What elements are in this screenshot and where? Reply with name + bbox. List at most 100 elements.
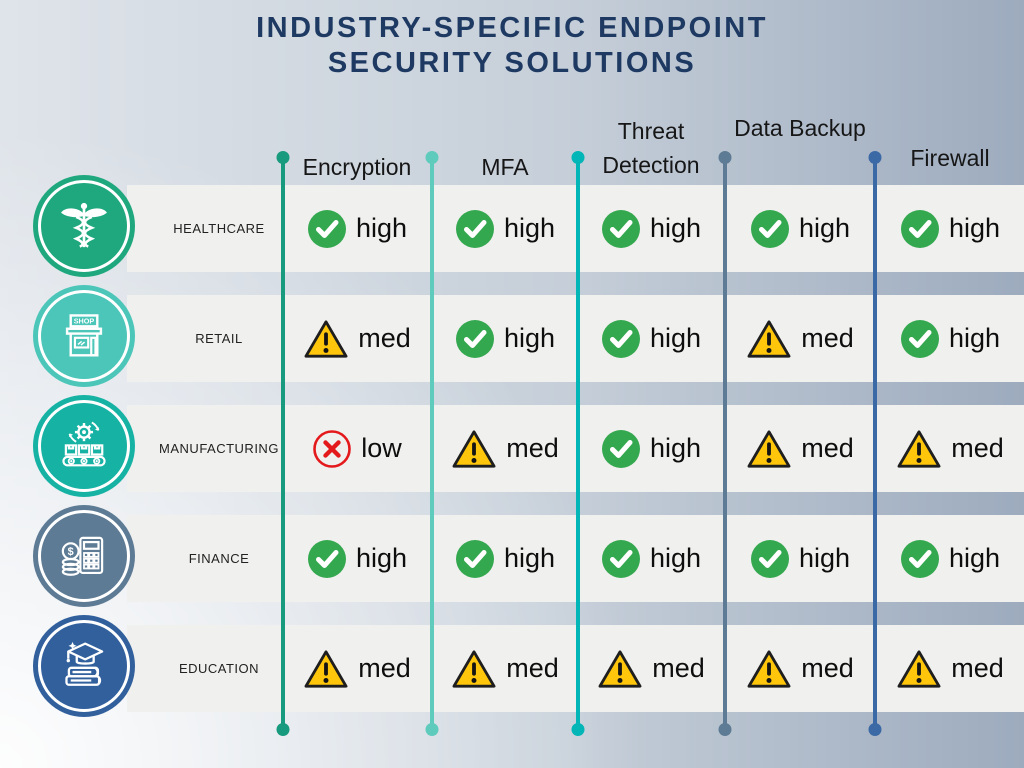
check-icon xyxy=(601,319,641,359)
title-line-2: SECURITY SOLUTIONS xyxy=(327,47,697,79)
rating-text: high xyxy=(948,543,1001,573)
check-icon xyxy=(750,209,790,249)
line-dot-top xyxy=(425,151,439,164)
cell-education-encryption: med xyxy=(282,625,432,712)
line-dot-bottom xyxy=(718,723,732,736)
line-dot-top xyxy=(276,151,290,164)
cell-retail-threat-detection: high xyxy=(576,295,726,382)
rating-text: high xyxy=(798,213,851,243)
warning-icon xyxy=(303,318,349,360)
column-divider-line-mfa xyxy=(425,151,439,736)
cell-manufacturing-encryption: low xyxy=(282,405,432,492)
cell-manufacturing-threat-detection: high xyxy=(576,405,726,492)
rating-text: high xyxy=(355,543,408,573)
check-icon xyxy=(900,209,940,249)
cell-retail-encryption: med xyxy=(282,295,432,382)
warning-icon xyxy=(896,648,942,690)
cell-healthcare-mfa: high xyxy=(430,185,580,272)
industry-label-education: EDUCATION xyxy=(178,661,260,676)
caduceus-icon xyxy=(61,202,107,248)
check-icon xyxy=(455,319,495,359)
warning-icon xyxy=(896,428,942,470)
check-icon xyxy=(601,429,641,469)
graduation-cap-books-icon xyxy=(65,641,104,686)
cell-healthcare-threat-detection: high xyxy=(576,185,726,272)
industry-badge-finance: $ xyxy=(38,510,130,602)
page-title: INDUSTRY-SPECIFIC ENDPOINT SECURITY SOLU… xyxy=(0,11,1024,81)
rating-text: high xyxy=(503,213,556,243)
cell-healthcare-firewall: high xyxy=(875,185,1024,272)
warning-icon xyxy=(746,318,792,360)
factory-conveyor-icon xyxy=(62,421,106,467)
storefront-icon: SHOP xyxy=(65,314,103,357)
industry-label-healthcare: HEALTHCARE xyxy=(173,221,265,236)
rating-text: high xyxy=(948,213,1001,243)
cell-healthcare-encryption: high xyxy=(282,185,432,272)
check-icon xyxy=(455,539,495,579)
industry-label-finance: FINANCE xyxy=(188,551,250,566)
industry-badge-healthcare xyxy=(38,180,130,272)
calculator-coins-icon: $ xyxy=(61,536,104,576)
column-divider-line-data-backup xyxy=(718,151,732,736)
cell-finance-encryption: high xyxy=(282,515,432,602)
rating-text: med xyxy=(951,653,1004,683)
cell-education-threat-detection: med xyxy=(576,625,726,712)
line-dot-bottom xyxy=(276,723,290,736)
cell-education-mfa: med xyxy=(430,625,580,712)
column-divider-line-encryption xyxy=(276,151,290,736)
rating-text: med xyxy=(801,653,854,683)
rating-text: high xyxy=(503,543,556,573)
rating-text: low xyxy=(361,433,402,463)
svg-text:$: $ xyxy=(68,546,74,558)
rating-text: high xyxy=(355,213,408,243)
warning-icon xyxy=(451,428,497,470)
column-divider-line-threat-detection xyxy=(571,151,585,736)
check-icon xyxy=(307,539,347,579)
cell-healthcare-data-backup: high xyxy=(725,185,875,272)
industry-badge-retail: SHOP xyxy=(38,290,130,382)
rating-text: med xyxy=(801,323,854,353)
industry-badge-manufacturing xyxy=(38,400,130,492)
rating-text: med xyxy=(358,323,411,353)
warning-icon xyxy=(597,648,643,690)
cell-retail-data-backup: med xyxy=(725,295,875,382)
rating-text: med xyxy=(506,653,559,683)
cell-finance-threat-detection: high xyxy=(576,515,726,602)
svg-text:SHOP: SHOP xyxy=(74,317,95,326)
cross-icon xyxy=(312,429,352,469)
warning-icon xyxy=(303,648,349,690)
title-line-1: INDUSTRY-SPECIFIC ENDPOINT xyxy=(256,12,768,44)
check-icon xyxy=(900,319,940,359)
cell-manufacturing-mfa: med xyxy=(430,405,580,492)
line-dot-bottom xyxy=(425,723,439,736)
rating-text: med xyxy=(951,433,1004,463)
rating-text: med xyxy=(358,653,411,683)
cell-education-firewall: med xyxy=(875,625,1024,712)
warning-icon xyxy=(746,648,792,690)
cell-retail-firewall: high xyxy=(875,295,1024,382)
check-icon xyxy=(601,209,641,249)
rating-text: high xyxy=(649,543,702,573)
line-dot-top xyxy=(718,151,732,164)
column-header-data-backup: Data Backup xyxy=(734,115,866,141)
check-icon xyxy=(307,209,347,249)
rating-text: med xyxy=(801,433,854,463)
column-header-firewall: Firewall xyxy=(910,145,990,171)
check-icon xyxy=(900,539,940,579)
rating-text: med xyxy=(506,433,559,463)
check-icon xyxy=(601,539,641,579)
cell-finance-mfa: high xyxy=(430,515,580,602)
rating-text: high xyxy=(503,323,556,353)
column-header-threat-detection: Threat Detection xyxy=(602,118,700,178)
rating-text: high xyxy=(649,213,702,243)
rating-text: high xyxy=(948,323,1001,353)
check-icon xyxy=(455,209,495,249)
cell-manufacturing-firewall: med xyxy=(875,405,1024,492)
cell-retail-mfa: high xyxy=(430,295,580,382)
rating-text: high xyxy=(649,433,702,463)
line-dot-top xyxy=(868,151,882,164)
industry-label-retail: RETAIL xyxy=(195,331,243,346)
industry-badge-education xyxy=(38,620,130,712)
rating-text: med xyxy=(652,653,705,683)
